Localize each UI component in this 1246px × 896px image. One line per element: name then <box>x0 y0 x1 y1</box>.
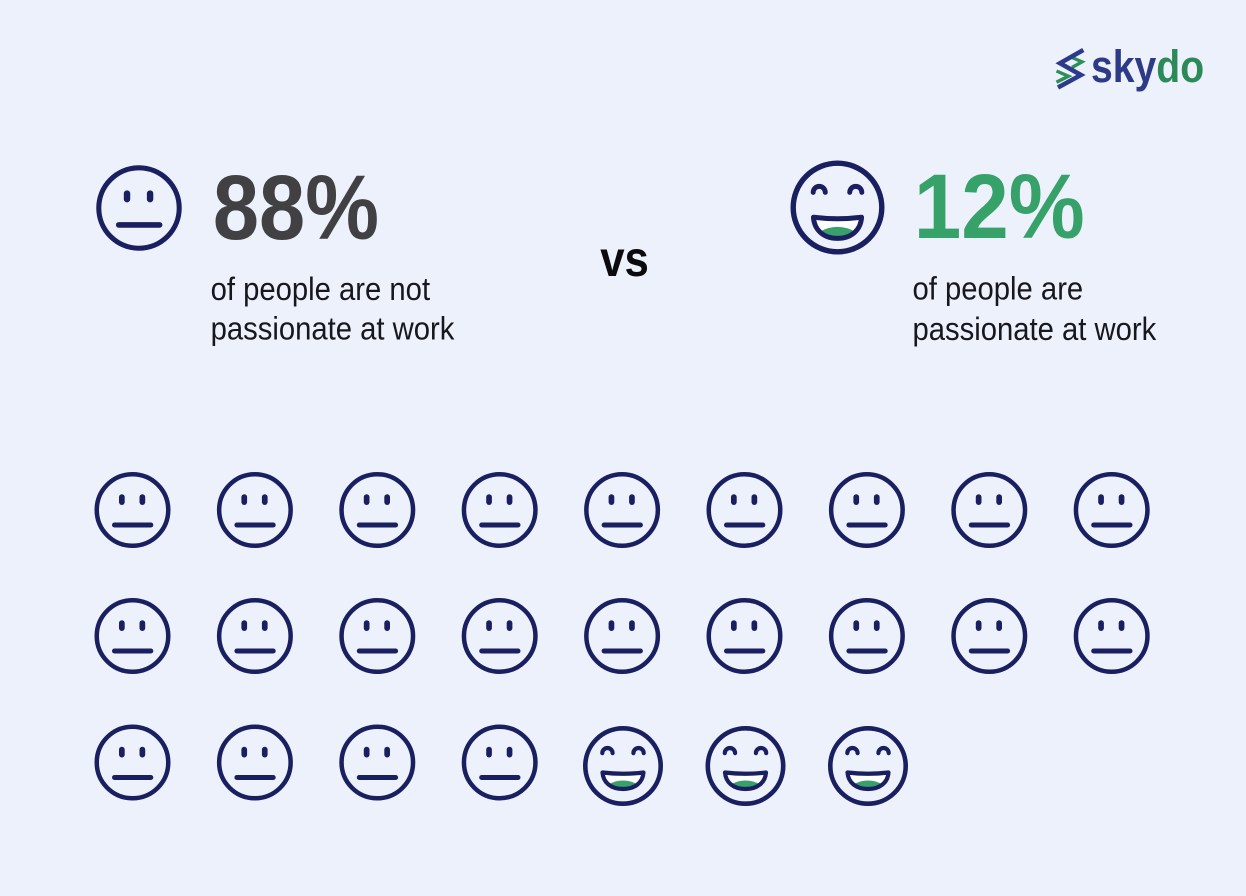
svg-text:vs: vs <box>600 230 649 286</box>
svg-text:of people are not: of people are not <box>211 270 431 307</box>
svg-text:passionate at work: passionate at work <box>913 310 1157 347</box>
svg-text:of people are: of people are <box>913 270 1084 307</box>
svg-text:skydo: skydo <box>1091 41 1204 91</box>
svg-text:12%: 12% <box>914 155 1085 258</box>
svg-text:passionate at work: passionate at work <box>211 310 455 347</box>
svg-text:88%: 88% <box>213 156 379 259</box>
